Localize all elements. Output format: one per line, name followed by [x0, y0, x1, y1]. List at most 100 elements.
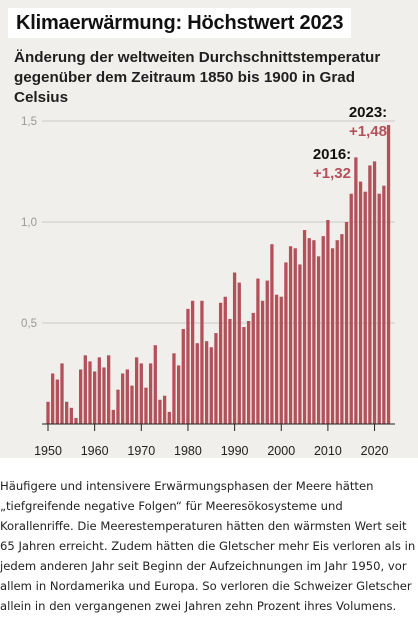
- x-tick-label: 1950: [34, 444, 62, 458]
- bar-1962: [102, 367, 106, 424]
- caption-line: Häufigere und intensivere Erwärmungsphas…: [0, 479, 374, 493]
- bar-1977: [172, 353, 176, 424]
- chart-card: Klimaerwärmung: Höchstwert 2023 Änderung…: [0, 0, 418, 458]
- bar-1980: [186, 308, 190, 424]
- annotations: 2016: +1,32 2023: +1,48: [313, 104, 387, 182]
- bar-1959: [88, 361, 92, 424]
- bar-2002: [288, 246, 293, 424]
- bar-1969: [134, 357, 139, 424]
- bar-2016: [354, 157, 358, 425]
- y-tick-label: 1,5: [21, 116, 37, 128]
- bar-2009: [321, 236, 325, 424]
- bar-2005: [302, 230, 307, 424]
- bar-1953: [60, 363, 64, 424]
- x-tick-label: 2000: [267, 444, 295, 458]
- bar-2022: [382, 185, 386, 424]
- bar-1987: [218, 302, 223, 424]
- annotation-year: 2016:: [313, 146, 351, 163]
- chart-title: Klimaerwärmung: Höchstwert 2023: [16, 11, 344, 34]
- bar-1989: [228, 318, 232, 424]
- annotation-value: +1,48: [349, 123, 387, 140]
- subtitle-line-1: Änderung der weltweiten Durchschnittstem…: [14, 49, 381, 66]
- bar-1984: [204, 341, 209, 424]
- x-tick-label: 2020: [361, 444, 389, 458]
- bar-1952: [55, 379, 59, 424]
- bar-1951: [51, 373, 55, 424]
- bar-1996: [260, 300, 265, 424]
- bar-1981: [190, 300, 195, 424]
- bar-2020: [372, 161, 377, 424]
- bar-2003: [293, 248, 297, 424]
- bar-1992: [242, 327, 246, 424]
- bars: [46, 125, 391, 425]
- x-tick-label: 1960: [81, 444, 109, 458]
- bar-1970: [139, 363, 143, 424]
- bar-1993: [246, 320, 251, 424]
- bar-1960: [93, 371, 97, 424]
- bar-2023: [386, 125, 391, 424]
- bar-1988: [223, 296, 227, 424]
- bar-1961: [97, 357, 101, 424]
- bar-1979: [181, 329, 185, 424]
- bar-1983: [200, 300, 204, 424]
- caption-line: allem in Nordamerika und Europa. So verl…: [0, 579, 412, 593]
- bar-1997: [265, 280, 269, 424]
- bar-1976: [167, 411, 171, 424]
- bar-2000: [279, 296, 283, 424]
- bar-1985: [209, 347, 213, 424]
- bar-2006: [307, 238, 311, 424]
- bar-1978: [176, 365, 181, 424]
- bar-2010: [326, 219, 330, 424]
- bar-2013: [340, 234, 344, 424]
- bar-1995: [256, 278, 260, 424]
- bar-1982: [195, 343, 199, 424]
- x-tick-label: 2010: [314, 444, 342, 458]
- caption-line: jedem anderen Jahr seit Beginn der Aufze…: [0, 559, 407, 573]
- bar-chart: 0,5 1,0 1,5 1950 1960 1970 1980 1990 2000 2010 202…: [21, 104, 395, 458]
- bar-1990: [232, 272, 237, 424]
- caption-line: allein in den vergangenen zwei Jahren ze…: [0, 599, 397, 613]
- bar-1974: [158, 399, 162, 424]
- x-tick-label: 1980: [174, 444, 202, 458]
- x-tick-label: 1990: [221, 444, 249, 458]
- bar-2012: [335, 240, 339, 424]
- bar-1957: [79, 369, 83, 424]
- x-axis-ticks: [47, 424, 376, 431]
- bar-1994: [251, 312, 255, 424]
- axis-labels: 0,5 1,0 1,5 1950 1960 1970 1980 1990 2000 2010 202…: [21, 116, 388, 458]
- bar-1965: [116, 389, 120, 424]
- caption-line: 65 Jahren erreicht. Zudem hätten die Gle…: [0, 539, 416, 553]
- bar-2011: [330, 248, 335, 424]
- bar-2018: [363, 191, 367, 424]
- bar-2019: [368, 165, 372, 424]
- bar-2015: [349, 193, 353, 424]
- bar-1967: [125, 369, 129, 424]
- bar-2004: [298, 264, 302, 424]
- bar-1999: [274, 294, 279, 424]
- bar-1968: [130, 385, 134, 424]
- bar-1998: [270, 244, 274, 424]
- bar-2014: [344, 222, 349, 424]
- bar-2008: [316, 256, 321, 424]
- bar-1954: [65, 401, 69, 424]
- annotation-year: 2023:: [349, 104, 387, 121]
- bar-2001: [284, 262, 288, 424]
- bar-1972: [148, 363, 153, 424]
- annotation-value: +1,32: [313, 165, 351, 182]
- article-caption: Häufigere und intensivere Erwärmungsphas…: [0, 476, 418, 616]
- x-tick-label: 1970: [127, 444, 155, 458]
- bar-1971: [144, 387, 148, 424]
- y-tick-label: 0,5: [21, 318, 37, 330]
- bar-1991: [237, 282, 241, 424]
- caption-line: „tiefgreifende negative Folgen“ für Meer…: [0, 499, 343, 513]
- chart-subtitle: Änderung der weltweiten Durchschnittstem…: [14, 48, 410, 108]
- bar-2007: [312, 240, 316, 424]
- subtitle-line-2: gegenüber dem Zeitraum 1850 bis 1900 in …: [14, 69, 355, 106]
- bar-1956: [74, 417, 78, 424]
- bar-1958: [83, 355, 87, 424]
- bar-1964: [111, 409, 115, 424]
- title-box: Klimaerwärmung: Höchstwert 2023: [8, 8, 352, 38]
- bar-1950: [46, 401, 50, 424]
- bar-2021: [377, 193, 381, 424]
- bar-1973: [153, 345, 157, 424]
